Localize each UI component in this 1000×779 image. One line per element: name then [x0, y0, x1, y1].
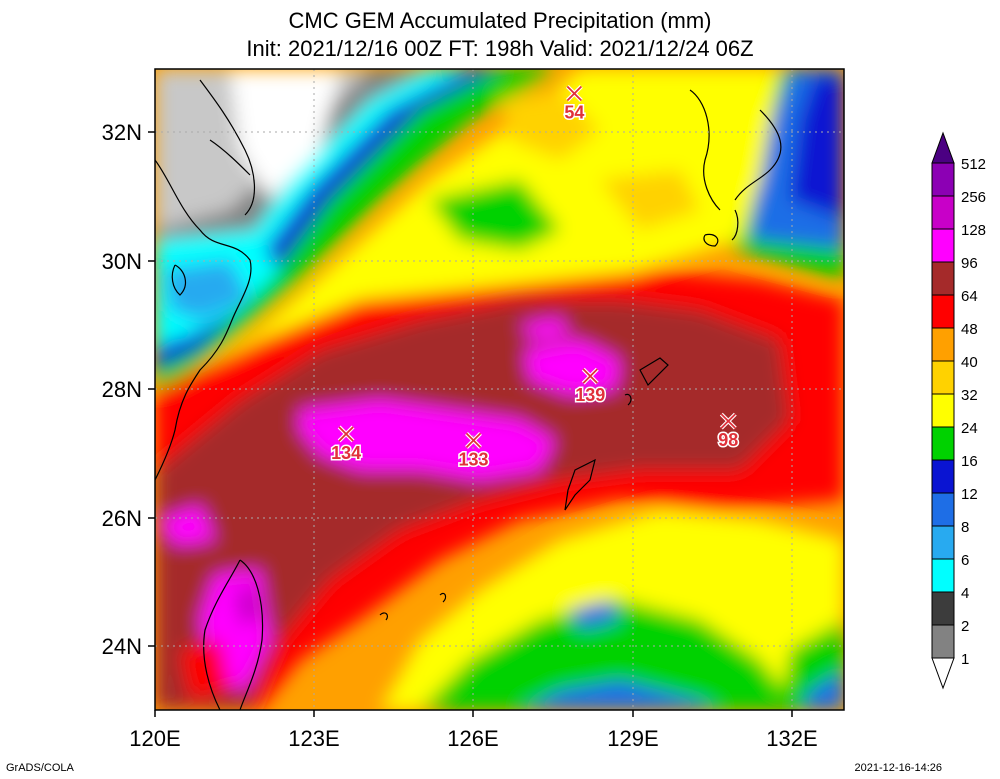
colorbar-label: 6: [961, 552, 969, 569]
colorbar-swatch: [931, 327, 955, 362]
colorbar-swatch: [931, 195, 955, 230]
axis-labels: 120E 123E 126E 129E 132E 32N 30N 28N 26N…: [102, 120, 818, 751]
colorbar-label: 512: [961, 156, 986, 173]
software-credit: GrADS/COLA: [6, 762, 74, 774]
colorbar-label: 40: [961, 354, 978, 371]
axis-ticks: [148, 131, 793, 717]
colorbar-swatch: [931, 558, 955, 593]
max-value-label: 54: [564, 102, 584, 122]
colorbar-label: 48: [961, 321, 978, 338]
chart-title: CMC GEM Accumulated Precipitation (mm): [288, 8, 712, 33]
x-tick-label: 132E: [766, 726, 817, 751]
colorbar-swatch: [931, 393, 955, 428]
max-value-label: 98: [718, 430, 738, 450]
colorbar-swatch: [931, 228, 955, 263]
max-marker: 133: [457, 431, 490, 471]
colorbar-swatch: [931, 162, 955, 197]
colorbar-label: 64: [961, 288, 978, 305]
y-tick-label: 32N: [102, 120, 142, 145]
max-marker: 54: [563, 85, 586, 124]
colorbar-swatch: [931, 591, 955, 626]
colorbar-label: 32: [961, 387, 978, 404]
x-tick-label: 123E: [288, 726, 339, 751]
colorbar-label: 12: [961, 486, 978, 503]
colorbar-label: 4: [961, 585, 969, 602]
x-tick-label: 129E: [607, 726, 658, 751]
colorbar-swatch: [931, 426, 955, 461]
colorbar-label: 128: [961, 222, 986, 239]
max-value-label: 139: [575, 385, 605, 405]
x-tick-label: 126E: [447, 726, 498, 751]
colorbar-label: 96: [961, 255, 978, 272]
maxima-markers: 54 139 134 133 98: [330, 85, 740, 471]
colorbar-swatch: [931, 261, 955, 296]
max-marker: 134: [330, 425, 363, 464]
colorbar-swatch: [931, 525, 955, 560]
coastlines: [155, 79, 782, 710]
colorbar-swatch: [931, 459, 955, 494]
colorbar-label: 2: [961, 618, 969, 635]
colorbar-label: 1: [961, 651, 969, 668]
y-tick-label: 24N: [102, 634, 142, 659]
colorbar-label: 16: [961, 453, 978, 470]
y-tick-label: 30N: [102, 249, 142, 274]
y-tick-label: 28N: [102, 377, 142, 402]
colorbar-swatch: [931, 294, 955, 329]
y-tick-label: 26N: [102, 506, 142, 531]
colorbar-swatch: [931, 624, 955, 659]
max-marker: 139: [574, 367, 607, 407]
timestamp: 2021-12-16-14:26: [854, 762, 942, 774]
colorbar-swatch: [931, 657, 955, 690]
colorbar-label: 24: [961, 420, 978, 437]
max-value-label: 134: [331, 443, 361, 463]
colorbar-label: 256: [961, 189, 986, 206]
grid-lines: [155, 69, 844, 710]
colorbar-label: 8: [961, 519, 969, 536]
colorbar-swatch: [931, 360, 955, 395]
max-value-label: 133: [458, 449, 488, 469]
colorbar-swatch: [931, 492, 955, 527]
precip-field: [155, 69, 844, 710]
max-marker: 98: [717, 412, 740, 452]
colorbar-swatch: [931, 131, 955, 164]
x-tick-label: 120E: [129, 726, 180, 751]
chart-subtitle: Init: 2021/12/16 00Z FT: 198h Valid: 202…: [246, 36, 754, 61]
